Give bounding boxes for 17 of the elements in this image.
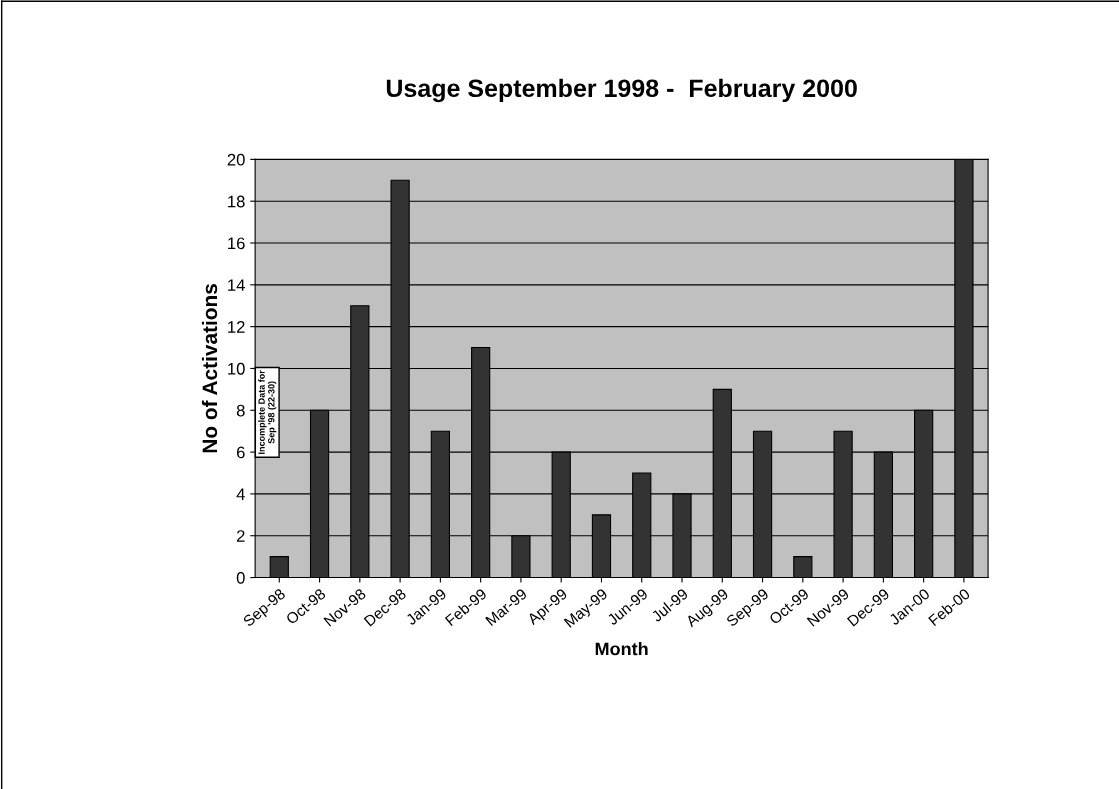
- bar: [269, 556, 289, 578]
- bar: [793, 556, 813, 578]
- y-tick-label: 10: [228, 362, 245, 375]
- y-tick-label: 8: [236, 404, 245, 417]
- annotation: Incomplete Data for Sep '98 (22-30): [258, 370, 277, 454]
- y-tick-label: 6: [236, 446, 245, 459]
- y-tick-label: 2: [236, 530, 245, 542]
- y-tick-label: 0: [236, 571, 245, 584]
- y-tick-label: 14: [228, 279, 245, 291]
- y-tick-label: 12: [228, 321, 245, 333]
- x-axis-title: Month: [595, 642, 648, 656]
- y-axis-title: No of Activations: [201, 284, 218, 453]
- chart-title: Usage September 1998 - February 2000: [386, 78, 857, 103]
- y-tick-label: 18: [228, 195, 245, 208]
- y-tick-label: 16: [228, 237, 245, 250]
- y-tick-label: 20: [227, 153, 245, 166]
- y-tick-label: 4: [236, 488, 245, 500]
